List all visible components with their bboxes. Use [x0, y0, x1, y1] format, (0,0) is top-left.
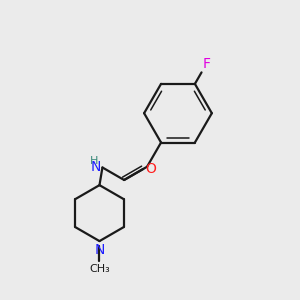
Text: F: F — [203, 57, 211, 71]
Text: N: N — [90, 160, 101, 175]
Text: CH₃: CH₃ — [89, 264, 110, 274]
Text: N: N — [94, 243, 105, 256]
Text: H: H — [90, 156, 98, 166]
Text: O: O — [146, 162, 157, 176]
